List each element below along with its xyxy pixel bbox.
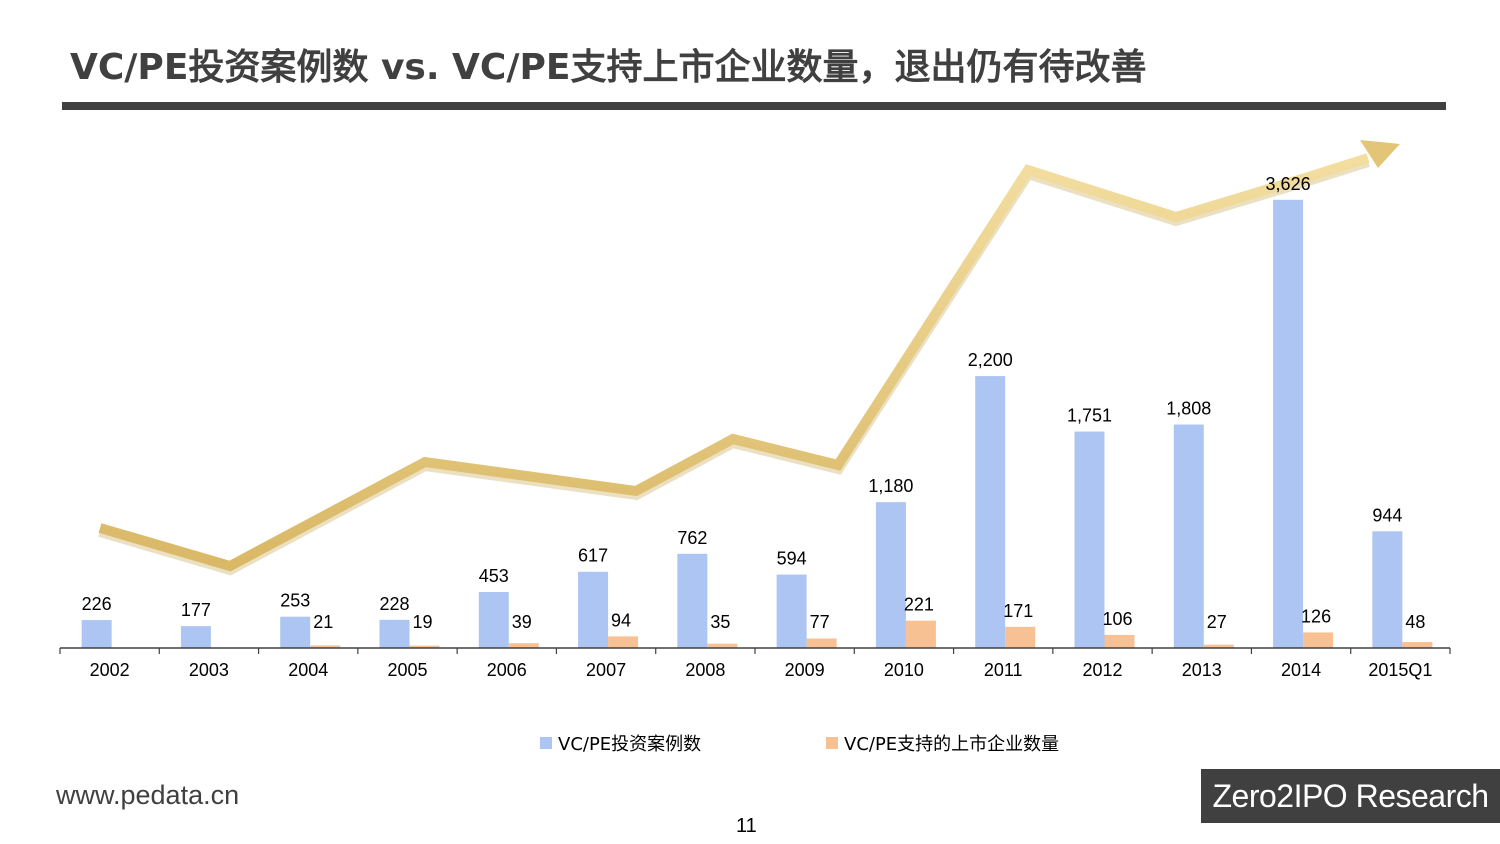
data-label-investment: 617 xyxy=(578,546,608,566)
data-label-listing: 171 xyxy=(1003,601,1033,621)
x-tick-label: 2005 xyxy=(387,660,427,680)
trend-arrow-line xyxy=(98,153,1370,572)
bar-listing xyxy=(608,636,639,648)
data-label-listing: 106 xyxy=(1102,609,1132,629)
bar-investment xyxy=(478,592,509,648)
legend: VC/PE投资案例数 VC/PE支持的上市企业数量 xyxy=(0,730,1500,756)
data-label-investment: 944 xyxy=(1372,505,1402,525)
data-label-listing: 221 xyxy=(904,595,934,615)
page-title: VC/PE投资案例数 vs. VC/PE支持上市企业数量，退出仍有待改善 xyxy=(70,47,1147,88)
bar-investment xyxy=(975,376,1006,648)
data-label-investment: 226 xyxy=(82,594,112,614)
data-label-investment: 1,751 xyxy=(1067,406,1112,426)
legend-swatch-investment xyxy=(540,737,552,749)
data-label-listing: 77 xyxy=(810,612,830,632)
data-label-investment: 594 xyxy=(777,549,807,569)
data-label-investment: 1,808 xyxy=(1166,399,1211,419)
bar-listing xyxy=(1104,634,1135,648)
data-label-listing: 27 xyxy=(1207,612,1227,632)
data-label-investment: 453 xyxy=(479,566,509,586)
x-tick-label: 2012 xyxy=(1082,660,1122,680)
data-label-listing: 126 xyxy=(1301,606,1331,626)
data-label-investment: 3,626 xyxy=(1266,174,1311,194)
x-tick-label: 2013 xyxy=(1182,660,1222,680)
x-tick-label: 2002 xyxy=(90,660,130,680)
brand-logo: Zero2IPO Research xyxy=(1201,769,1500,823)
legend-item-investment: VC/PE投资案例数 xyxy=(540,730,701,756)
bar-investment xyxy=(578,571,609,648)
bar-investment xyxy=(280,616,311,648)
bar-investment xyxy=(81,620,112,648)
bar-investment xyxy=(776,574,807,648)
legend-label-investment: VC/PE投资案例数 xyxy=(558,734,702,755)
data-label-listing: 35 xyxy=(710,612,730,632)
x-tick-label: 2010 xyxy=(884,660,924,680)
bar-listing xyxy=(409,645,440,648)
data-label-listing: 94 xyxy=(611,610,631,630)
x-tick-label: 2008 xyxy=(685,660,725,680)
bar-investment xyxy=(180,626,211,648)
legend-item-listing: VC/PE支持的上市企业数量 xyxy=(826,730,1059,756)
data-label-investment: 762 xyxy=(677,528,707,548)
x-tick-label: 2009 xyxy=(785,660,825,680)
data-label-investment: 1,180 xyxy=(868,476,913,496)
x-tick-label: 2003 xyxy=(189,660,229,680)
legend-swatch-listing xyxy=(826,737,838,749)
bar-listing xyxy=(310,645,341,648)
bar-listing xyxy=(1203,644,1234,648)
trend-arrow xyxy=(98,140,1400,576)
bar-investment xyxy=(1273,199,1304,648)
x-tick-label: 2006 xyxy=(487,660,527,680)
bar-investment xyxy=(379,619,410,648)
website-url: www.pedata.cn xyxy=(56,780,240,810)
x-tick-label: 2015Q1 xyxy=(1368,660,1432,680)
data-label-investment: 253 xyxy=(280,591,310,611)
title-rule xyxy=(62,102,1446,110)
bar-listing xyxy=(508,643,539,648)
data-label-investment: 228 xyxy=(379,594,409,614)
data-label-listing: 39 xyxy=(512,612,532,632)
x-tick-label: 2014 xyxy=(1281,660,1321,680)
bar-listing xyxy=(707,643,738,648)
bar-investment xyxy=(1074,431,1105,648)
data-label-investment: 2,200 xyxy=(968,350,1013,370)
page-number: 11 xyxy=(736,815,757,837)
legend-label-listing: VC/PE支持的上市企业数量 xyxy=(844,734,1060,755)
bar-listing xyxy=(905,620,936,648)
data-label-investment: 177 xyxy=(181,600,211,620)
trend-arrow-head xyxy=(1360,140,1400,168)
bar-listing xyxy=(1303,632,1334,648)
bar-investment xyxy=(1372,531,1403,648)
data-label-listing: 19 xyxy=(412,612,432,632)
x-tick-label: 2004 xyxy=(288,660,328,680)
bar-listing xyxy=(806,638,837,648)
bar-investment xyxy=(677,553,708,648)
bar-listing xyxy=(1005,626,1036,648)
bar-investment xyxy=(875,502,906,648)
bar-investment xyxy=(1173,424,1204,648)
bar-listing xyxy=(1402,642,1433,648)
x-tick-label: 2011 xyxy=(984,660,1023,680)
data-label-listing: 21 xyxy=(313,612,333,632)
x-tick-label: 2007 xyxy=(586,660,626,680)
data-label-listing: 48 xyxy=(1405,612,1425,632)
